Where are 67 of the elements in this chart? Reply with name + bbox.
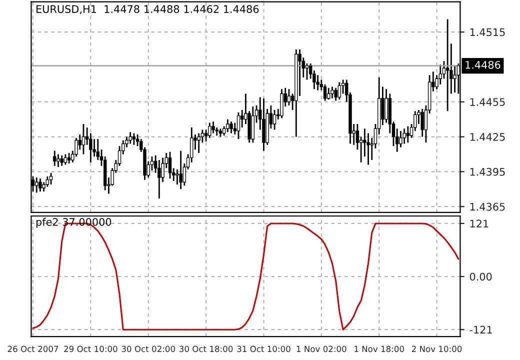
candlestick xyxy=(420,108,424,138)
ref-line-label: 1.4486 xyxy=(466,60,500,69)
candlestick xyxy=(262,98,266,152)
y-tick-label: -121 xyxy=(470,326,492,334)
candlestick xyxy=(78,134,82,150)
candlestick xyxy=(298,48,302,97)
candlestick xyxy=(176,168,179,186)
x-tick-label: 2 Nov 10:00 xyxy=(412,346,462,352)
candlestick xyxy=(168,151,172,180)
candlestick xyxy=(316,74,320,91)
candlestick xyxy=(384,88,388,124)
x-tick-label: 29 Oct 10:00 xyxy=(64,346,118,352)
candlestick xyxy=(226,118,230,133)
candlestick xyxy=(49,172,53,186)
candlestick xyxy=(208,122,212,139)
candlestick xyxy=(330,86,334,100)
chart-title: pfe2 37.00000 xyxy=(36,218,112,228)
candlestick xyxy=(158,159,161,200)
candlestick xyxy=(453,65,456,94)
candlestick xyxy=(204,129,208,142)
x-tick-label: 31 Oct 10:00 xyxy=(237,346,290,352)
y-tick-label: 1.4455 xyxy=(470,98,505,106)
candlestick xyxy=(38,178,42,192)
x-tick-label: 30 Oct 18:00 xyxy=(180,346,233,352)
candlestick xyxy=(251,106,255,144)
candlestick xyxy=(64,154,68,166)
candlestick xyxy=(197,132,200,154)
candlestick xyxy=(287,88,291,106)
y-tick-label: 1.4425 xyxy=(470,132,505,141)
candlestick xyxy=(334,87,338,102)
candlestick xyxy=(240,109,244,128)
candlestick xyxy=(399,130,402,148)
x-tick-label: 1 Nov 18:00 xyxy=(354,346,404,352)
candlestick xyxy=(60,154,64,167)
candlestick xyxy=(236,112,240,140)
x-tick-label: 26 Oct 2007 xyxy=(8,346,58,352)
y-tick-label: 0.00 xyxy=(470,272,492,281)
candlestick xyxy=(280,88,284,119)
candlestick xyxy=(381,86,384,126)
candlestick xyxy=(402,128,406,144)
candlestick xyxy=(179,150,182,190)
x-tick-label: 30 Oct 02:00 xyxy=(122,346,175,352)
candlestick xyxy=(446,18,450,112)
candlestick xyxy=(438,64,442,86)
candlestick xyxy=(230,120,233,134)
candlestick xyxy=(56,154,60,168)
y-tick-label: 1.4395 xyxy=(470,168,505,176)
candlestick xyxy=(323,84,327,102)
candlestick xyxy=(338,81,342,100)
candlestick xyxy=(212,120,215,134)
y-tick-label: 1.4515 xyxy=(470,28,505,36)
candlestick xyxy=(82,123,86,155)
candlestick xyxy=(305,62,309,80)
chart-title: EURUSD,H1 1.4478 1.4488 1.4462 1.4486 xyxy=(36,5,259,14)
candlestick xyxy=(272,109,276,130)
candlestick xyxy=(46,176,50,188)
candlestick xyxy=(34,176,38,194)
candlestick xyxy=(128,131,132,144)
candlestick xyxy=(132,132,136,146)
x-tick-label: 1 Nov 02:00 xyxy=(296,346,346,352)
candlestick xyxy=(406,126,410,144)
candlestick xyxy=(327,87,330,100)
candlestick xyxy=(53,150,56,167)
candlestick xyxy=(366,132,370,166)
candlestick xyxy=(67,152,71,164)
y-tick-label: 121 xyxy=(470,220,488,228)
y-tick-label: 1.4365 xyxy=(470,202,505,211)
